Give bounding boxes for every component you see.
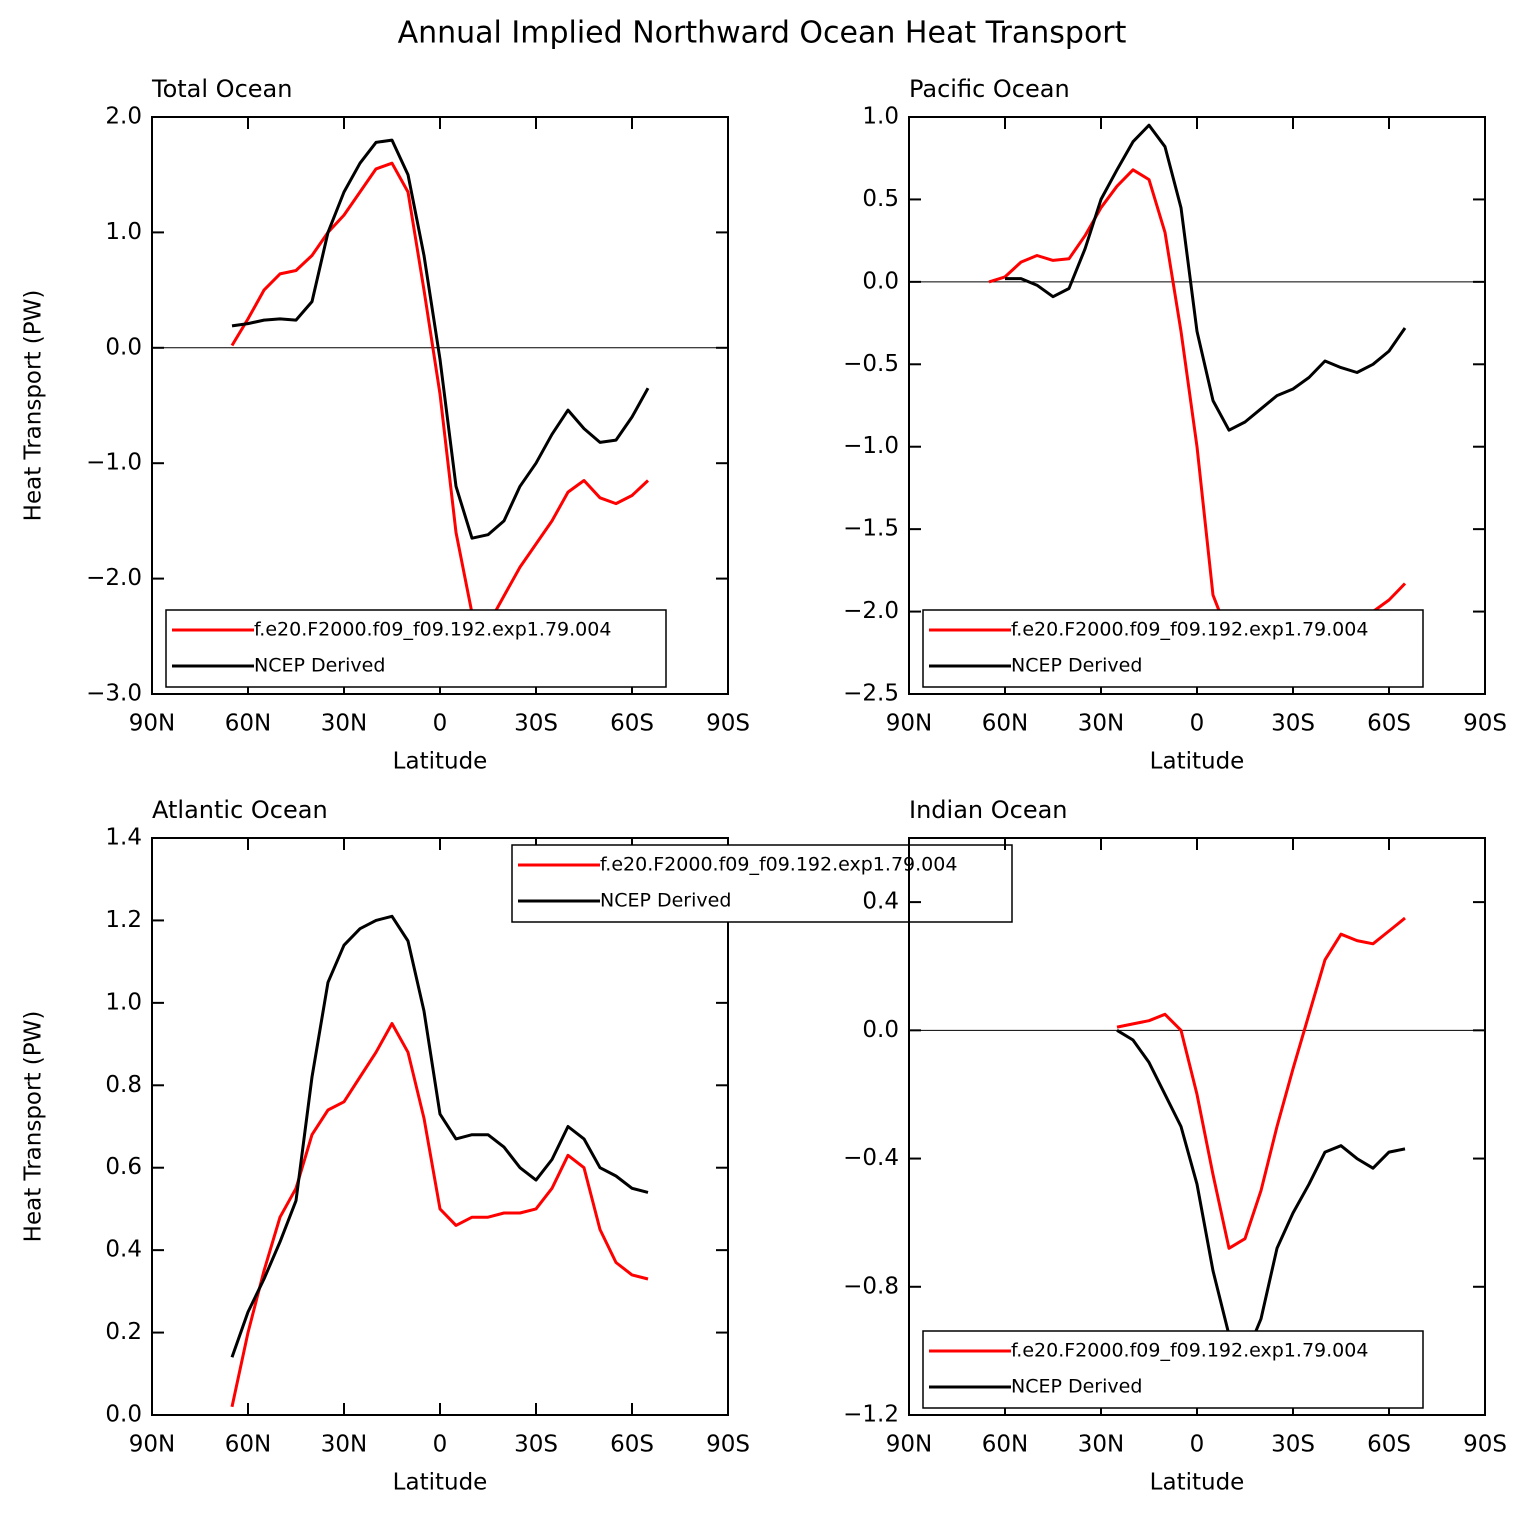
legend-box [922, 609, 1424, 688]
plot-frame [151, 116, 729, 695]
y-tick-label: 1.0 [862, 104, 899, 130]
plot-frame [908, 116, 1486, 695]
y-tick-label: 1.0 [105, 219, 142, 245]
y-tick-label: 0.5 [862, 186, 899, 212]
x-tick-label: 90N [129, 1432, 175, 1458]
y-tick-label: 0.0 [862, 1017, 899, 1043]
x-tick-label: 90S [1463, 711, 1507, 737]
y-tick-label: 0.4 [862, 889, 899, 915]
y-axis-label: Heat Transport (PW) [21, 1011, 47, 1243]
x-tick-label: 0 [1190, 711, 1205, 737]
y-tick-label: −2.0 [86, 565, 142, 591]
x-tick-label: 30N [321, 1432, 367, 1458]
x-tick-label: 60S [1367, 1432, 1411, 1458]
y-tick-label: −1.0 [843, 433, 899, 459]
x-axis-label: Latitude [393, 1470, 488, 1496]
x-tick-label: 30S [1271, 1432, 1315, 1458]
legend-label: NCEP Derived [254, 655, 385, 677]
series-line [1116, 916, 1406, 1250]
legend-label: f.e20.F2000.f09_f09.192.exp1.79.004 [600, 854, 957, 876]
y-tick-label: 0.4 [105, 1237, 142, 1263]
plot-frame [908, 837, 1486, 1416]
x-tick-label: 90S [706, 1432, 750, 1458]
legend: f.e20.F2000.f09_f09.192.exp1.79.004 NCEP … [165, 609, 667, 688]
y-tick-label: 0.0 [105, 334, 142, 360]
x-tick-label: 60S [610, 1432, 654, 1458]
y-axis-label: Heat Transport (PW) [21, 290, 47, 522]
legend: f.e20.F2000.f09_f09.192.exp1.79.004 NCEP … [922, 1330, 1424, 1409]
x-axis-label: Latitude [1150, 1470, 1245, 1496]
y-tick-label: −1.2 [843, 1402, 899, 1428]
plot-frame [151, 837, 729, 1416]
x-tick-label: 30S [514, 1432, 558, 1458]
x-tick-label: 30S [1271, 711, 1315, 737]
panel-title: Total Ocean [151, 75, 292, 103]
x-axis-label: Latitude [393, 749, 488, 775]
x-tick-label: 30N [1078, 1432, 1124, 1458]
legend-box [165, 609, 667, 688]
x-tick-label: 90N [886, 1432, 932, 1458]
y-tick-label: 0.6 [105, 1154, 142, 1180]
y-tick-label: −0.4 [843, 1145, 899, 1171]
x-tick-label: 0 [1190, 1432, 1205, 1458]
figure-title: Annual Implied Northward Ocean Heat Tran… [398, 16, 1127, 51]
x-tick-label: 30N [1078, 711, 1124, 737]
y-tick-label: −0.8 [843, 1273, 899, 1299]
x-tick-label: 90S [1463, 1432, 1507, 1458]
series-line [230, 914, 649, 1358]
x-tick-label: 60N [225, 1432, 271, 1458]
series-line [231, 138, 650, 540]
legend-label: f.e20.F2000.f09_f09.192.exp1.79.004 [1011, 619, 1368, 641]
x-tick-label: 30N [321, 711, 367, 737]
y-tick-label: −3.0 [86, 681, 142, 707]
series-line [988, 168, 1407, 653]
legend-label: NCEP Derived [1011, 655, 1142, 677]
panel-title: Atlantic Ocean [152, 796, 328, 824]
x-tick-label: 60S [1367, 711, 1411, 737]
y-tick-label: 0.2 [105, 1319, 142, 1345]
y-tick-label: 0.0 [862, 268, 899, 294]
legend-box [922, 1330, 1424, 1409]
y-tick-label: −1.0 [86, 450, 142, 476]
x-tick-label: 0 [433, 1432, 448, 1458]
legend-label: f.e20.F2000.f09_f09.192.exp1.79.004 [254, 619, 611, 641]
y-tick-label: 2.0 [105, 104, 142, 130]
y-tick-label: 0.8 [105, 1072, 142, 1098]
y-tick-label: 1.4 [105, 825, 142, 851]
legend-box [511, 844, 1013, 923]
series-line [230, 1022, 649, 1408]
panel-title: Pacific Ocean [909, 75, 1070, 103]
series-line [1005, 123, 1407, 432]
legend-label: NCEP Derived [600, 890, 731, 912]
x-tick-label: 60N [982, 711, 1028, 737]
series-line [230, 161, 650, 627]
y-tick-label: 1.2 [105, 907, 142, 933]
y-tick-label: −0.5 [843, 351, 899, 377]
x-tick-label: 60S [610, 711, 654, 737]
x-tick-label: 90N [886, 711, 932, 737]
legend: f.e20.F2000.f09_f09.192.exp1.79.004 NCEP … [511, 844, 1013, 923]
y-tick-label: 0.0 [105, 1402, 142, 1428]
y-tick-label: 1.0 [105, 989, 142, 1015]
x-tick-label: 90N [129, 711, 175, 737]
series-line [1116, 1029, 1406, 1359]
legend: f.e20.F2000.f09_f09.192.exp1.79.004 NCEP … [922, 609, 1424, 688]
x-tick-label: 30S [514, 711, 558, 737]
y-tick-label: −2.5 [843, 681, 899, 707]
legend-label: NCEP Derived [1011, 1376, 1142, 1398]
x-axis-label: Latitude [1150, 749, 1245, 775]
x-tick-label: 60N [982, 1432, 1028, 1458]
x-tick-label: 90S [706, 711, 750, 737]
x-tick-label: 60N [225, 711, 271, 737]
legend-label: f.e20.F2000.f09_f09.192.exp1.79.004 [1011, 1340, 1368, 1362]
y-tick-label: −2.0 [843, 598, 899, 624]
panel-title: Indian Ocean [909, 796, 1068, 824]
y-tick-label: −1.5 [843, 516, 899, 542]
x-tick-label: 0 [433, 711, 448, 737]
